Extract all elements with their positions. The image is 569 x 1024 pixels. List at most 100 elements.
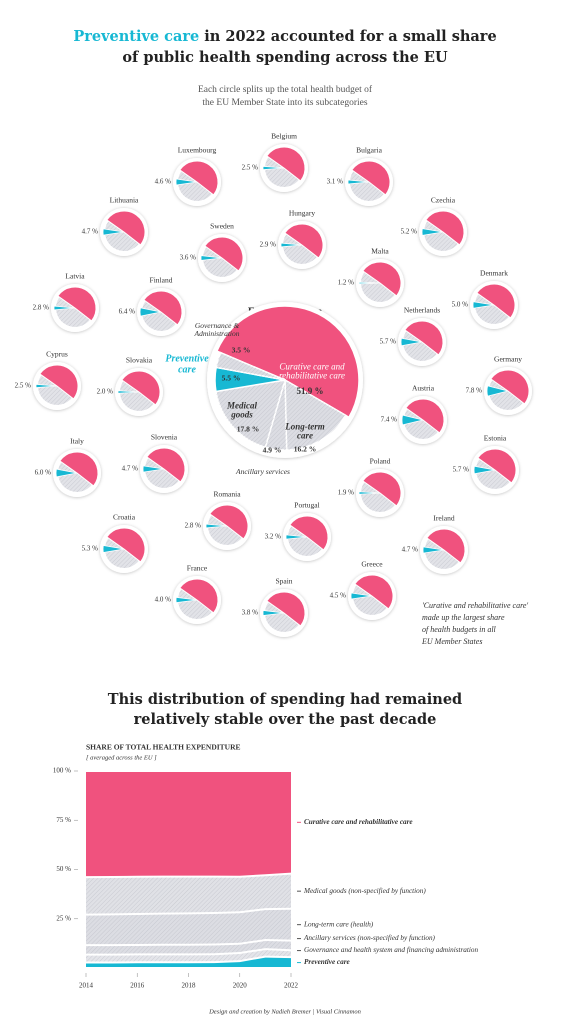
country-curative-shape [204, 236, 244, 272]
preventive-wedge [175, 596, 198, 604]
pie-label: Preventive care [165, 353, 209, 375]
preventive-wedge [472, 301, 495, 309]
country-curative-shape [266, 591, 306, 627]
preventive-wedge [175, 178, 198, 186]
country-curative-shape [179, 160, 219, 196]
x-tick-label: 2020 [233, 982, 248, 990]
y-tick-label: 50 % [56, 865, 71, 873]
preventive-wedge [200, 255, 223, 261]
country-curative-shape [57, 286, 97, 322]
country-value-label: 7.8 % [466, 387, 483, 395]
preventive-wedge [350, 592, 373, 600]
country-name: Denmark [480, 269, 508, 278]
title-highlight: Preventive care [73, 28, 199, 45]
pie-value-label: 17.8 % [237, 425, 260, 434]
annotation: made up the largest share [422, 613, 505, 622]
pie-value-label: 51.9 % [297, 386, 324, 396]
country-curative-shape [362, 471, 402, 507]
country-curative-shape [477, 448, 517, 484]
country-name: Slovenia [151, 433, 178, 442]
country-value-label: 2.5 % [242, 164, 259, 172]
country-curative-shape [59, 451, 99, 487]
hatch-overlay [86, 874, 291, 914]
country-value-label: 1.9 % [338, 489, 355, 497]
country-value-label: 4.7 % [82, 228, 99, 236]
country-value-label: 2.8 % [185, 522, 202, 530]
country-name: Italy [70, 437, 84, 446]
country-curative-shape [354, 574, 394, 610]
legend-label: Preventive care [304, 958, 351, 966]
country-name: Bulgaria [356, 146, 382, 155]
preventive-wedge [262, 165, 285, 171]
country-name: Portugal [294, 501, 319, 510]
pie-label: Curative care and rehabilitative care [278, 361, 346, 381]
country-value-label: 7.4 % [381, 416, 398, 424]
preventive-wedge [117, 390, 140, 394]
preventive-wedge [422, 546, 445, 554]
country-value-label: 6.0 % [35, 469, 52, 477]
country-name: Germany [494, 355, 522, 364]
preventive-wedge [473, 465, 496, 475]
country-name: Belgium [271, 132, 297, 141]
pie-label: Governance & Administration [194, 321, 240, 338]
hatch-overlay [86, 941, 291, 954]
country-name: Spain [275, 577, 292, 586]
country-curative-shape [362, 261, 402, 297]
country-name: Croatia [113, 513, 136, 522]
y-tick-label: 25 % [56, 914, 71, 922]
country-name: Sweden [210, 222, 234, 231]
pie-label: Long-term care [285, 421, 325, 441]
pie-value-label: 4.9 % [263, 446, 282, 455]
country-value-label: 3.6 % [180, 254, 197, 262]
country-name: France [187, 564, 208, 573]
subtitle: the EU Member State into its subcategori… [202, 98, 367, 108]
hatch-overlay [86, 909, 291, 945]
title-rest: in 2022 accounted for a small share [204, 28, 496, 45]
pie-value-label: 5.5 % [222, 374, 241, 383]
legend-label: Long-term care (health) [303, 920, 374, 928]
y-tick-label: 100 % [53, 767, 71, 775]
country-value-label: 2.0 % [97, 388, 114, 396]
country-curative-shape [351, 160, 391, 196]
preventive-wedge [55, 468, 78, 478]
country-name: Slovakia [126, 356, 153, 365]
hatch-overlay [215, 380, 285, 448]
subtitle: Each circle splits up the total health b… [198, 84, 373, 95]
country-value-label: 4.5 % [330, 592, 347, 600]
country-curative-shape [209, 504, 249, 540]
annotation: 'Curative and rehabilitative care' [422, 601, 528, 610]
preventive-wedge [347, 179, 370, 185]
area-band [86, 772, 291, 877]
country-curative-shape [405, 398, 445, 434]
pie-slice [215, 305, 360, 419]
country-name: Lithuania [110, 196, 139, 205]
country-name: Hungary [289, 209, 315, 218]
country-name: Netherlands [404, 306, 440, 315]
preventive-wedge [400, 337, 423, 347]
legend-label: Medical goods (non-specified by function… [303, 887, 426, 895]
country-name: Latvia [65, 272, 85, 281]
preventive-wedge [486, 385, 509, 397]
pie-value-label: 3.5 % [232, 346, 251, 355]
country-value-label: 4.6 % [155, 178, 172, 186]
pie-value-label: 16.2 % [294, 445, 317, 454]
title-line-2: of public health spending across the EU [122, 49, 448, 66]
country-value-label: 3.8 % [242, 609, 259, 617]
title-line-1: Preventive care in 2022 accounted for a s… [73, 28, 496, 45]
annotation: of health budgets in all [422, 625, 497, 634]
country-value-label: 3.1 % [327, 178, 344, 186]
country-value-label: 1.2 % [338, 279, 355, 287]
country-value-label: 4.0 % [155, 596, 172, 604]
country-curative-shape [106, 527, 146, 563]
country-value-label: 5.7 % [380, 338, 397, 346]
country-curative-shape [39, 364, 79, 400]
country-value-label: 5.2 % [401, 228, 418, 236]
country-curative-shape [121, 370, 161, 406]
country-name: Estonia [484, 434, 507, 443]
annotation: EU Member States [421, 637, 482, 646]
preventive-wedge [205, 523, 228, 529]
country-value-label: 2.9 % [260, 241, 277, 249]
country-value-label: 2.5 % [15, 382, 32, 390]
country-name: Finland [150, 276, 173, 285]
